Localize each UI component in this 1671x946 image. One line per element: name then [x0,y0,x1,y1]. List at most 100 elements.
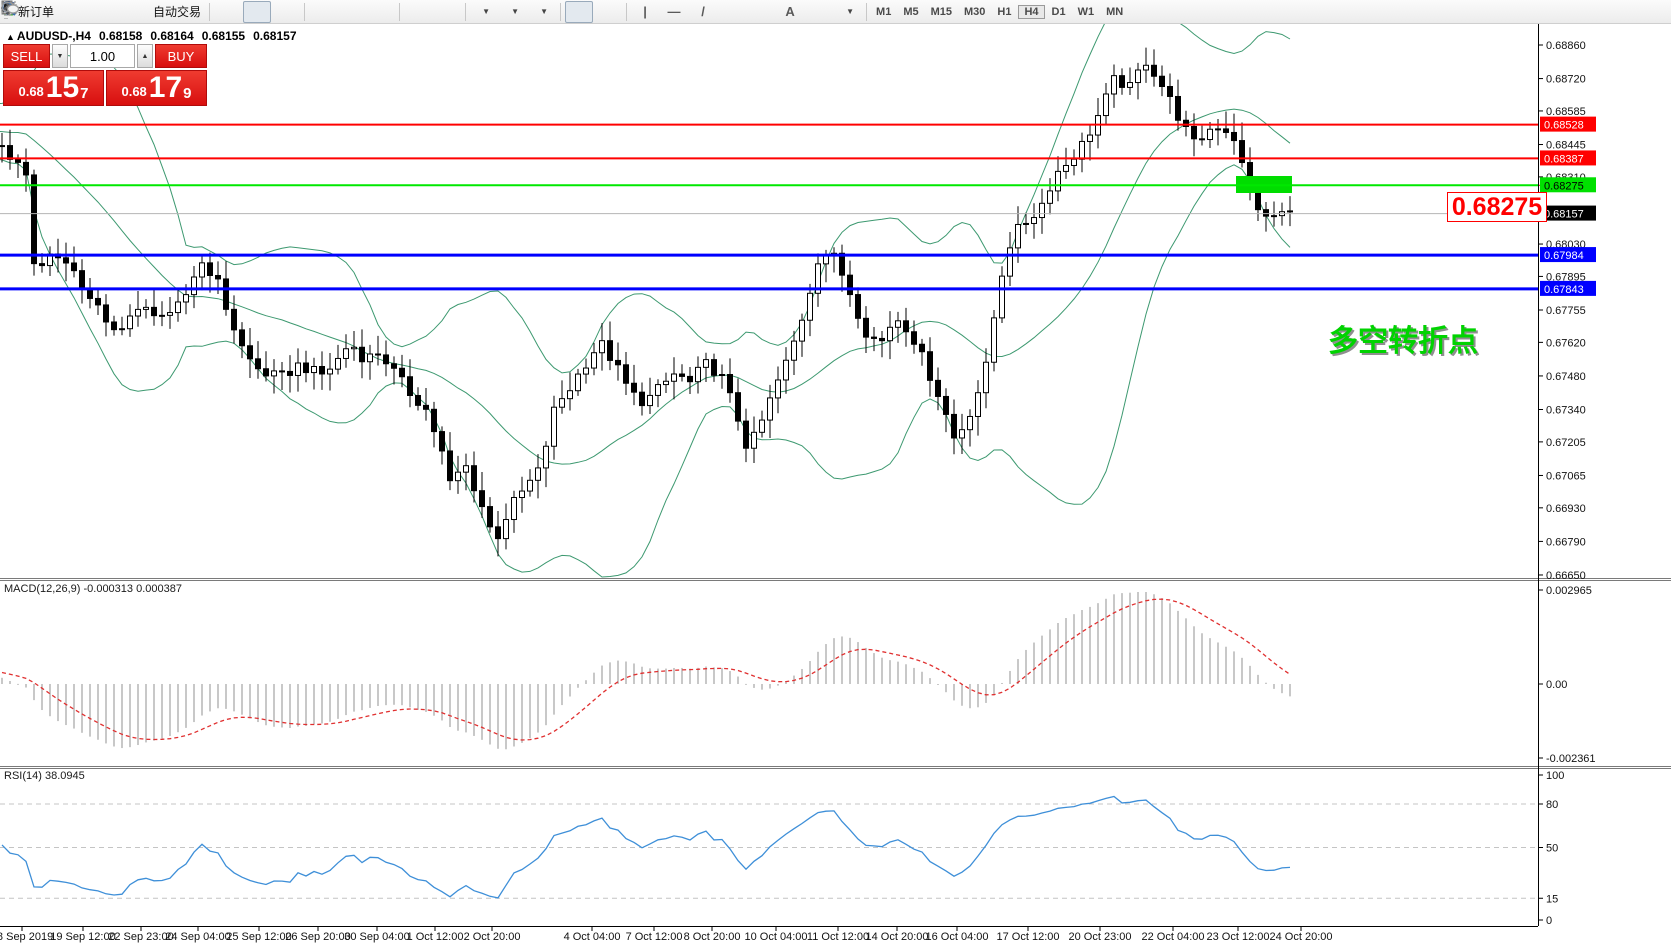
templates-button[interactable]: ▼ [1,1,556,23]
volume-decrease-button[interactable]: ▼ [52,44,68,68]
candlestick-chart-button[interactable] [2,0,272,23]
price-axis[interactable]: 0.688600.687200.685850.684450.683100.680… [1538,40,1596,927]
time-tick-label: 2 Oct 20:00 [464,931,521,943]
main-toolbar: 新订单 自动交易 ▼ ▼ [0,0,1671,24]
time-tick-label: 26 Sep 20:00 [285,931,350,943]
autotrading-label: 自动交易 [153,5,202,19]
timeframe-mn-button[interactable]: MN [1106,5,1124,18]
zoom-out-button[interactable] [1,1,366,23]
one-click-collapse-icon[interactable]: ▲ [6,32,15,42]
toolbar-separator [399,2,401,21]
bar-chart-button[interactable] [2,1,242,23]
label-tool-button[interactable]: T [1,1,833,23]
toolbar-separator [304,2,306,21]
timeframe-d1-button[interactable]: D1 [1051,5,1066,18]
price-tick-label: 0.68585 [1546,106,1586,118]
sell-price-button[interactable]: 0.68 15 7 [3,70,104,106]
buy-button[interactable]: BUY [155,44,207,68]
price-tick-label: 0.67340 [1546,405,1586,417]
macd-axis-label: 0.00 [1546,679,1567,691]
text-tool-button[interactable]: A [776,1,804,23]
time-tick-label: 10 Oct 04:00 [745,931,808,943]
time-tick-label: 24 Oct 20:00 [1270,931,1333,943]
timeframe-w1-button[interactable]: W1 [1077,5,1095,18]
tile-windows-button[interactable] [2,1,395,23]
fibonacci-tool-button[interactable]: F [2,1,775,23]
price-tick-label: 0.68720 [1546,74,1586,86]
macd-axis-label: 0.002965 [1546,585,1592,597]
cursor-button[interactable] [4,0,594,23]
time-tick-label: 16 Oct 04:00 [926,931,989,943]
macd-signal-line [1,598,1291,741]
rsi-indicator-label: RSI(14) 38.0945 [4,770,85,782]
buy-price-button[interactable]: 0.68 17 9 [106,70,207,106]
channel-tool-button[interactable]: E [1,1,746,23]
price-badge-0.68528 [1540,116,1596,132]
signals-button[interactable] [2,1,145,23]
price-badge-0.67984 [1540,247,1596,263]
crosshair-button[interactable] [1,1,622,23]
toolbar-separator [626,2,628,21]
sell-button[interactable]: SELL [3,44,50,68]
time-tick-label: 7 Oct 12:00 [626,931,683,943]
time-tick-label: 1 Oct 12:00 [407,931,464,943]
trendline-tool-button[interactable]: / [689,1,717,23]
horizontal-line-tool-button[interactable]: — [660,1,688,23]
time-tick-label: 17 Oct 12:00 [997,931,1060,943]
chart-shift-button[interactable] [3,1,461,23]
timeframe-m1-button[interactable]: M1 [876,5,892,18]
time-tick-label: 25 Sep 12:00 [226,931,291,943]
timeframe-m15-button[interactable]: M15 [930,5,952,18]
time-tick-label: 18 Sep 2019 [0,931,53,943]
zoom-in-button[interactable] [1,1,337,23]
price-tick-label: 0.67620 [1546,337,1586,349]
rsi-axis-label: 0 [1546,915,1552,927]
chart-annotation-text[interactable]: 多空转折点 [1328,325,1478,358]
vertical-line-tool-button[interactable]: | [631,1,659,23]
buy-price-sup: 9 [183,85,192,102]
time-tick-label: 22 Oct 04:00 [1142,931,1205,943]
autotrading-button[interactable]: 自动交易 [1,1,205,23]
buy-price-prefix: 0.68 [121,84,147,100]
auto-scroll-button[interactable] [3,1,432,23]
volume-increase-button[interactable]: ▲ [137,44,153,68]
chart-canvas[interactable]: 0.688600.687200.685850.684450.683100.680… [0,24,1671,946]
toolbar-separator [560,2,562,21]
timeframe-m30-button[interactable]: M30 [964,5,986,18]
time-tick-label: 11 Oct 12:00 [807,931,869,943]
price-tick-label: 0.67480 [1546,371,1586,383]
rsi-axis-label: 50 [1546,843,1558,855]
time-tick-label: 24 Sep 04:00 [165,931,230,943]
macd-axis-label: -0.002361 [1546,753,1596,765]
arrows-tool-button[interactable]: ▼ [2,1,862,23]
price-tick-label: 0.67755 [1546,305,1586,317]
rsi-pane [0,795,1538,899]
timeframe-m5-button[interactable]: M5 [903,5,919,18]
ohlc-close: 0.68157 [253,29,297,43]
macd-pane [1,592,1291,750]
ohlc-high: 0.68164 [150,29,194,43]
dropdown-caret-icon: ▼ [540,7,548,16]
periods-button[interactable]: ▼ [1,1,527,23]
time-tick-label: 14 Oct 20:00 [866,931,929,943]
volume-input[interactable]: 1.00 [70,44,135,68]
price-badge-label: 0.68387 [1544,153,1584,165]
time-tick-label: 30 Sep 04:00 [344,931,409,943]
indicators-button[interactable]: ▼ [1,0,498,23]
bollinger-bands [0,24,1291,578]
price-callout-box[interactable]: 0.68275 [1447,192,1547,222]
chart-window: 0.688600.687200.685850.684450.683100.680… [0,24,1671,946]
timeframe-h1-button[interactable]: H1 [997,5,1012,18]
rsi-line [1,795,1291,899]
price-badge-0.68157 [1540,205,1596,221]
ohlc-open: 0.68158 [98,29,143,43]
text-tool-icon: A [785,4,795,19]
dropdown-caret-icon: ▼ [482,7,490,16]
price-tick-label: 0.67895 [1546,271,1586,283]
timeframe-h4-button[interactable]: H4 [1018,4,1045,19]
profiles-button[interactable] [1,1,87,23]
time-tick-label: 8 Oct 20:00 [684,931,741,943]
new-chart-button[interactable] [1,1,116,23]
line-chart-button[interactable] [1,1,300,23]
